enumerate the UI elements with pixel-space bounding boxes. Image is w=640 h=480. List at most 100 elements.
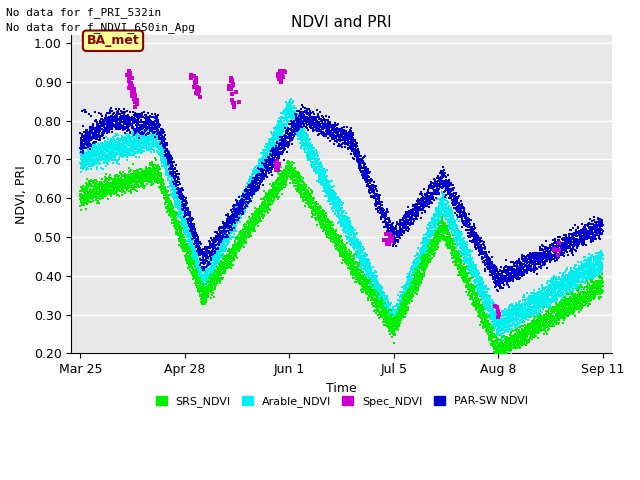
- Point: [278, 109, 289, 117]
- Point: [496, 337, 506, 345]
- Point: [461, 269, 472, 277]
- Point: [203, 254, 213, 262]
- Point: [593, 288, 603, 296]
- Point: [316, 208, 326, 216]
- Point: [595, 284, 605, 291]
- Point: [145, 136, 155, 144]
- Point: [479, 285, 490, 293]
- Point: [288, 126, 298, 134]
- Point: [406, 220, 417, 228]
- Point: [182, 231, 193, 239]
- Point: [500, 339, 510, 347]
- Point: [300, 104, 310, 111]
- Point: [293, 123, 303, 131]
- Point: [446, 243, 456, 251]
- Point: [81, 155, 92, 163]
- Point: [183, 217, 193, 225]
- Point: [173, 222, 184, 229]
- Point: [444, 229, 454, 237]
- Point: [398, 300, 408, 308]
- Point: [415, 244, 426, 252]
- Point: [134, 129, 145, 136]
- Point: [401, 222, 411, 229]
- Point: [419, 263, 429, 270]
- Point: [372, 301, 382, 309]
- Point: [373, 293, 383, 300]
- Point: [358, 167, 368, 175]
- Point: [325, 184, 335, 192]
- Point: [328, 236, 339, 243]
- Point: [167, 201, 177, 208]
- Point: [200, 284, 210, 291]
- Point: [377, 290, 387, 298]
- Point: [177, 192, 188, 200]
- Point: [538, 248, 548, 255]
- Point: [237, 203, 247, 210]
- Point: [397, 297, 408, 305]
- Point: [106, 136, 116, 144]
- Point: [92, 152, 102, 159]
- Point: [438, 207, 449, 215]
- Point: [559, 300, 569, 307]
- Point: [95, 148, 106, 156]
- Point: [348, 129, 358, 137]
- Point: [252, 170, 262, 178]
- Point: [433, 215, 443, 222]
- Point: [551, 319, 561, 327]
- Point: [340, 252, 351, 260]
- Point: [299, 136, 309, 144]
- Point: [521, 262, 531, 270]
- Point: [314, 122, 324, 130]
- Point: [142, 140, 152, 148]
- Point: [415, 246, 426, 254]
- Point: [212, 240, 222, 247]
- Point: [403, 277, 413, 285]
- Point: [499, 321, 509, 329]
- Point: [478, 324, 488, 332]
- Point: [527, 327, 538, 335]
- Point: [281, 134, 291, 142]
- Point: [318, 216, 328, 223]
- Point: [280, 177, 290, 184]
- Point: [285, 180, 295, 187]
- Point: [204, 281, 214, 288]
- Point: [325, 231, 335, 239]
- Point: [533, 304, 543, 312]
- Point: [264, 141, 275, 149]
- Point: [591, 280, 602, 288]
- Point: [404, 287, 415, 295]
- Point: [500, 349, 510, 357]
- Point: [351, 146, 362, 154]
- Point: [463, 221, 474, 229]
- Point: [570, 222, 580, 229]
- Point: [404, 294, 414, 302]
- Point: [133, 111, 143, 119]
- Point: [485, 297, 495, 304]
- Point: [474, 308, 484, 315]
- Point: [204, 271, 214, 278]
- Point: [381, 231, 391, 239]
- Point: [509, 304, 520, 312]
- Point: [495, 330, 505, 337]
- Point: [103, 189, 113, 196]
- Point: [538, 292, 548, 300]
- Point: [207, 252, 217, 260]
- Point: [149, 127, 159, 135]
- Point: [198, 299, 209, 306]
- Point: [420, 258, 430, 265]
- Point: [466, 262, 476, 269]
- Point: [338, 245, 348, 252]
- Point: [351, 243, 362, 251]
- Point: [236, 202, 246, 209]
- Point: [553, 244, 563, 252]
- Point: [170, 180, 180, 188]
- Point: [142, 133, 152, 141]
- Point: [204, 243, 214, 251]
- Point: [314, 166, 324, 173]
- Point: [246, 194, 257, 202]
- Point: [423, 254, 433, 262]
- Point: [554, 307, 564, 314]
- Point: [185, 256, 195, 264]
- Point: [408, 206, 419, 214]
- Point: [508, 311, 518, 319]
